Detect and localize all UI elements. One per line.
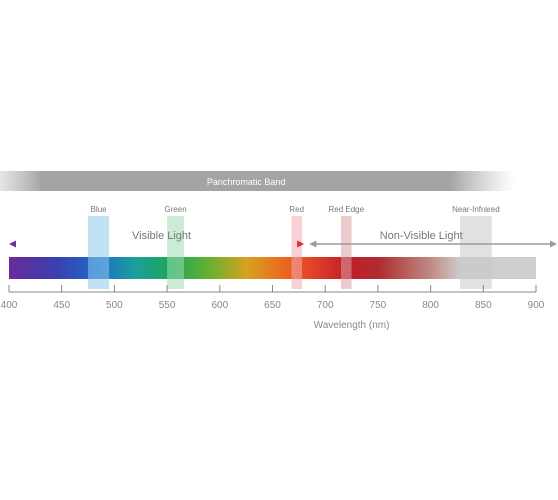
panchromatic-band: Panchromatic Band [0,171,515,191]
band-red-edge-label: Red Edge [328,205,364,214]
band-red-label: Red [289,205,304,214]
axis-tick-label: 750 [370,300,387,311]
wavelength-axis: 400 450 500 550 600 650 700 750 800 850 900 Wavele… [1,285,545,331]
non-visible-light-label: Non-Visible Light [380,230,463,242]
band-blue-label: Blue [91,205,108,214]
panchromatic-label: Panchromatic Band [207,177,286,187]
axis-tick-label: 600 [211,300,228,311]
band-green: Green [164,205,187,289]
axis-tick-label: 400 [1,300,18,311]
band-nir: Near-Infrared [452,205,500,289]
axis-tick-label: 550 [159,300,176,311]
band-nir-region [460,216,492,289]
band-green-region [167,216,184,289]
non-visible-light-arrow: Non-Visible Light [309,230,557,248]
spectrum-bar [9,257,536,279]
visible-arrow-head-left [9,240,16,248]
visible-arrow-head-right [297,240,305,248]
panchromatic-bar [0,171,515,191]
axis-tick-label: 500 [106,300,123,311]
axis-title: Wavelength (nm) [314,320,390,331]
visible-light-arrow: Visible Light [9,230,305,248]
band-green-label: Green [164,205,186,214]
axis-tick-label: 450 [53,300,70,311]
band-nir-label: Near-Infrared [452,205,500,214]
visible-light-label: Visible Light [132,230,191,242]
band-markers: Blue Green Red Red Edge Near-Infrared [88,205,500,289]
band-blue-region [88,216,110,289]
band-red-edge-region [341,216,352,289]
axis-tick-label: 650 [264,300,281,311]
axis-tick-label: 900 [528,300,545,311]
band-blue: Blue [88,205,110,289]
band-red-region [291,216,303,289]
axis-tick-label: 850 [475,300,492,311]
axis-tick-label: 800 [422,300,439,311]
band-red: Red [289,205,304,289]
axis-ticks: 400 450 500 550 600 650 700 750 800 850 900 [1,285,545,311]
non-visible-arrow-head-left [309,240,317,248]
axis-tick-label: 700 [317,300,334,311]
non-visible-arrow-head-right [550,240,557,248]
band-red-edge: Red Edge [328,205,365,289]
